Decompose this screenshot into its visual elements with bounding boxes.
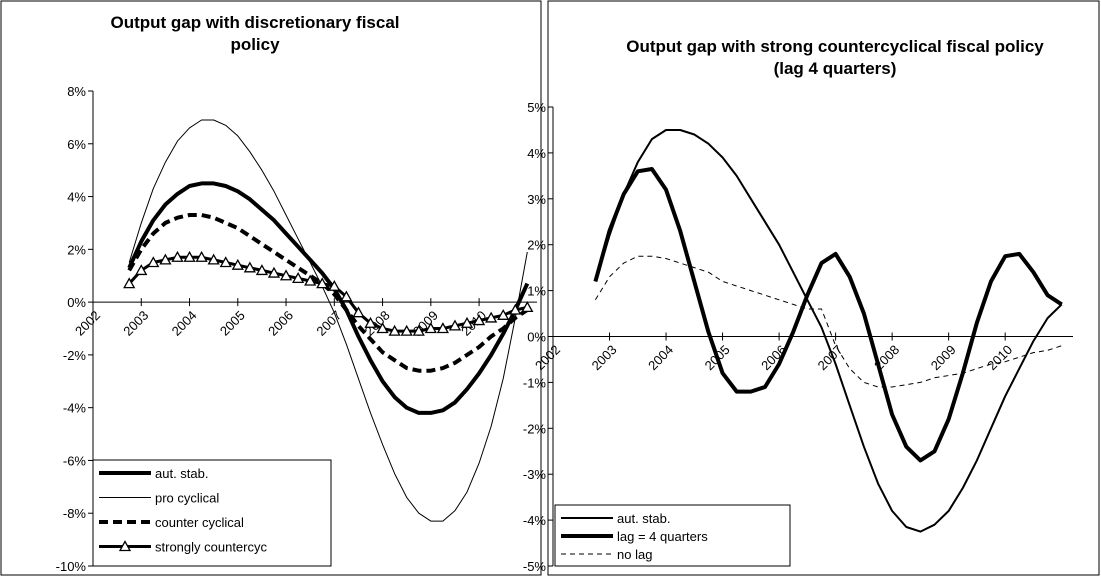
marker [304, 274, 317, 286]
series-line [128, 255, 528, 333]
y-tick-label: 6% [67, 137, 86, 152]
chart-frame [0, 0, 542, 576]
legend-label: aut. stab. [617, 511, 670, 526]
x-tick-label: 2009 [928, 342, 959, 373]
y-tick-label: 5% [527, 100, 546, 115]
y-tick-label: -2% [523, 421, 547, 436]
x-tick-label: 2008 [362, 308, 393, 339]
series-line [127, 213, 529, 373]
x-tick-label: 2007 [815, 342, 846, 373]
y-tick-label: -1% [523, 375, 547, 390]
legend-label: strongly countercyc [155, 540, 267, 555]
marker [207, 253, 220, 265]
series-line [594, 129, 1063, 533]
marker [195, 250, 208, 262]
marker [388, 324, 401, 336]
marker [485, 311, 498, 323]
marker [412, 324, 425, 336]
y-tick-label: 0% [527, 330, 546, 345]
marker [123, 277, 136, 289]
marker [328, 279, 341, 291]
marker [340, 290, 353, 302]
series-line [128, 119, 528, 522]
y-tick-label: -10% [56, 559, 87, 574]
y-tick-label: 1% [527, 284, 546, 299]
y-tick-label: -3% [523, 467, 547, 482]
marker [509, 303, 522, 315]
legend-label: lag = 4 quarters [617, 529, 708, 544]
x-tick-label: 2005 [217, 308, 248, 339]
x-tick-label: 2006 [265, 308, 296, 339]
marker [231, 258, 244, 270]
y-tick-label: 3% [527, 192, 546, 207]
y-tick-label: 2% [527, 238, 546, 253]
legend-marker [118, 540, 132, 552]
marker [521, 301, 534, 313]
series-line [127, 181, 530, 415]
x-tick-label: 2010 [984, 342, 1015, 373]
y-tick-label: 8% [67, 84, 86, 99]
y-tick-label: -4% [63, 401, 87, 416]
y-tick-label: 4% [527, 146, 546, 161]
marker [159, 253, 172, 265]
marker [497, 308, 510, 320]
x-tick-label: 2002 [72, 308, 103, 339]
y-tick-label: -4% [523, 513, 547, 528]
y-tick-label: -2% [63, 348, 87, 363]
marker [279, 269, 293, 281]
marker [448, 319, 462, 331]
legend-box [92, 459, 332, 567]
x-tick-label: 2004 [645, 342, 676, 373]
y-tick-label: -6% [63, 453, 87, 468]
legend-label: pro cyclical [155, 491, 219, 506]
marker [400, 324, 413, 336]
marker [352, 306, 365, 318]
x-tick-label: 2007 [313, 308, 344, 339]
y-tick-label: -5% [523, 559, 547, 574]
chart-frame [547, 0, 1100, 576]
marker [135, 264, 148, 276]
marker [364, 316, 377, 328]
x-tick-label: 2003 [120, 308, 151, 339]
y-tick-label: 4% [67, 190, 86, 205]
marker [267, 266, 281, 278]
marker [472, 314, 486, 326]
y-tick-label: -8% [63, 506, 87, 521]
legend-label: aut. stab. [155, 466, 208, 481]
chart-title: Output gap with discretionary fiscal pol… [110, 13, 400, 54]
legend-label: counter cyclical [155, 515, 244, 530]
x-tick-label: 2004 [169, 308, 200, 339]
marker [316, 277, 329, 289]
marker [424, 322, 437, 334]
legend-label: no lag [617, 547, 652, 562]
marker [460, 316, 474, 328]
marker [171, 250, 184, 262]
y-tick-label: 0% [67, 295, 86, 310]
marker [255, 264, 269, 276]
marker [183, 250, 196, 262]
marker [243, 261, 256, 273]
chart-title: Output gap with strong countercyclical f… [626, 37, 1044, 78]
marker [219, 256, 232, 268]
x-tick-label: 2003 [589, 342, 620, 373]
marker [147, 256, 160, 268]
marker [292, 272, 305, 284]
marker [436, 322, 449, 334]
y-tick-label: 2% [67, 242, 86, 257]
marker [376, 322, 389, 334]
series-line [593, 167, 1063, 463]
